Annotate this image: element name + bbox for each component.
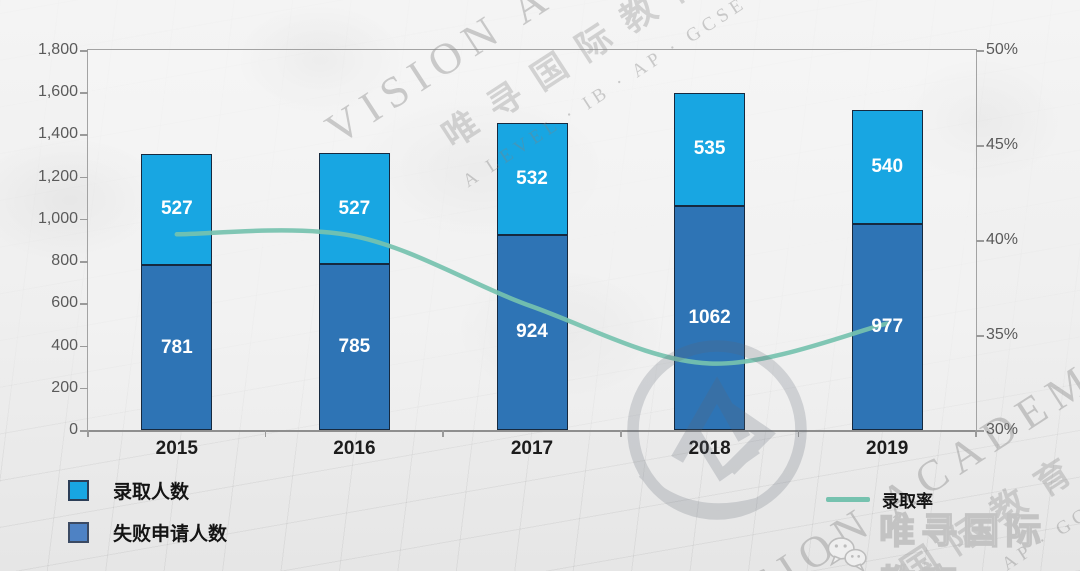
y-axis-right-tick-label: 45% <box>986 136 1019 153</box>
bar-value-label-failed-2016: 785 <box>338 336 371 358</box>
y-axis-left-tick-mark <box>80 387 88 390</box>
bar-segment-admitted-2019 <box>851 109 923 224</box>
x-axis-tick-mark <box>620 430 622 437</box>
y-axis-left-tick-mark <box>80 134 88 136</box>
y-axis-right-tick-mark <box>976 240 984 242</box>
y-axis-left-tick-label: 600 <box>51 294 78 312</box>
wechat-watermark: 唯寻国际教育 <box>826 502 1080 571</box>
legend-swatch-failed <box>68 522 89 543</box>
y-axis-left-tick-mark <box>80 176 88 179</box>
y-axis-right-tick-mark <box>976 335 984 337</box>
bar-value-label-admitted-2017: 532 <box>516 167 548 189</box>
bar-value-label-failed-2017: 924 <box>516 321 548 343</box>
bar-segment-admitted-2018 <box>674 92 746 206</box>
y-axis-right-tick-label: 40% <box>986 231 1019 248</box>
legend-item-admitted: 录取人数 <box>68 477 189 504</box>
bar-value-label-admitted-2016: 527 <box>338 197 371 219</box>
y-axis-left-tick-label: 200 <box>51 378 78 396</box>
x-axis-category-label-2017: 2017 <box>510 438 554 459</box>
x-axis-tick-mark <box>797 430 800 437</box>
bar-segment-failed-2018 <box>674 205 746 430</box>
y-axis-left-tick-label: 1,800 <box>37 41 78 58</box>
y-axis-left-tick-label: 1,600 <box>37 83 78 101</box>
y-axis-left-tick-mark <box>80 345 88 348</box>
bar-value-label-failed-2015: 781 <box>160 336 193 358</box>
y-axis-right-tick-label: 35% <box>986 326 1019 343</box>
x-axis-category-label-2016: 2016 <box>333 438 376 459</box>
wechat-icon <box>827 537 867 571</box>
bar-segment-admitted-2017 <box>496 122 568 235</box>
x-axis-tick-mark <box>87 430 89 437</box>
y-axis-right-tick-mark <box>976 430 984 432</box>
x-axis-tick-mark <box>975 430 977 437</box>
bar-value-label-admitted-2018: 535 <box>693 138 726 160</box>
legend-line-swatch-rate <box>826 497 870 502</box>
legend-item-failed: 失败申请人数 <box>68 519 227 546</box>
y-axis-left-tick-mark <box>80 218 88 221</box>
x-axis-category-label-2019: 2019 <box>866 438 909 459</box>
y-axis-left-tick-mark <box>80 430 88 432</box>
x-axis-tick-mark <box>442 430 444 437</box>
bar-segment-admitted-2015 <box>141 153 213 266</box>
y-axis-left-tick-mark <box>80 92 88 94</box>
y-axis-right-tick-mark <box>976 50 984 52</box>
bar-value-label-failed-2018: 1062 <box>688 306 731 328</box>
legend-label-admitted: 录取人数 <box>113 482 190 503</box>
x-axis-category-label-2018: 2018 <box>688 438 731 459</box>
x-axis-line <box>87 430 977 432</box>
bar-segment-failed-2017 <box>496 234 568 430</box>
legend-swatch-admitted <box>68 480 89 501</box>
bar-segment-failed-2019 <box>851 223 923 430</box>
bar-segment-failed-2015 <box>141 265 213 430</box>
y-axis-left-tick-label: 800 <box>51 252 78 270</box>
rate-line <box>174 228 890 366</box>
y-axis-left-tick-label: 1,200 <box>37 167 78 185</box>
legend-label-rate: 录取率 <box>882 492 933 511</box>
bar-value-label-admitted-2019: 540 <box>871 155 904 177</box>
bar-segment-admitted-2016 <box>318 153 390 265</box>
y-axis-left-tick-label: 0 <box>69 421 78 438</box>
y-axis-right-tick-mark <box>976 145 984 147</box>
y-axis-right-tick-label: 50% <box>986 41 1019 58</box>
wechat-watermark-text: 唯寻国际教育 <box>878 509 1048 571</box>
bar-value-label-admitted-2015: 527 <box>160 198 193 220</box>
y-axis-left-tick-mark <box>80 303 88 305</box>
y-axis-right-tick-label: 30% <box>986 421 1019 438</box>
x-axis-category-label-2015: 2015 <box>155 438 198 459</box>
y-axis-left-tick-mark <box>80 261 88 263</box>
y-axis-left-tick-label: 1,000 <box>37 209 78 227</box>
bar-segment-failed-2016 <box>318 264 390 430</box>
x-axis-tick-mark <box>264 430 267 437</box>
legend-item-rate: 录取率 <box>826 487 933 512</box>
y-axis-left-tick-label: 1,400 <box>37 125 78 143</box>
legend-label-failed: 失败申请人数 <box>113 524 228 545</box>
y-axis-left-tick-mark <box>80 50 88 52</box>
plot-area: 0 200 400 600 800 1,000 1,200 1,400 1,600 1,800 30… <box>38 41 1018 459</box>
bar-value-label-failed-2019: 977 <box>871 315 904 337</box>
y-axis-left-tick-label: 400 <box>51 336 78 354</box>
